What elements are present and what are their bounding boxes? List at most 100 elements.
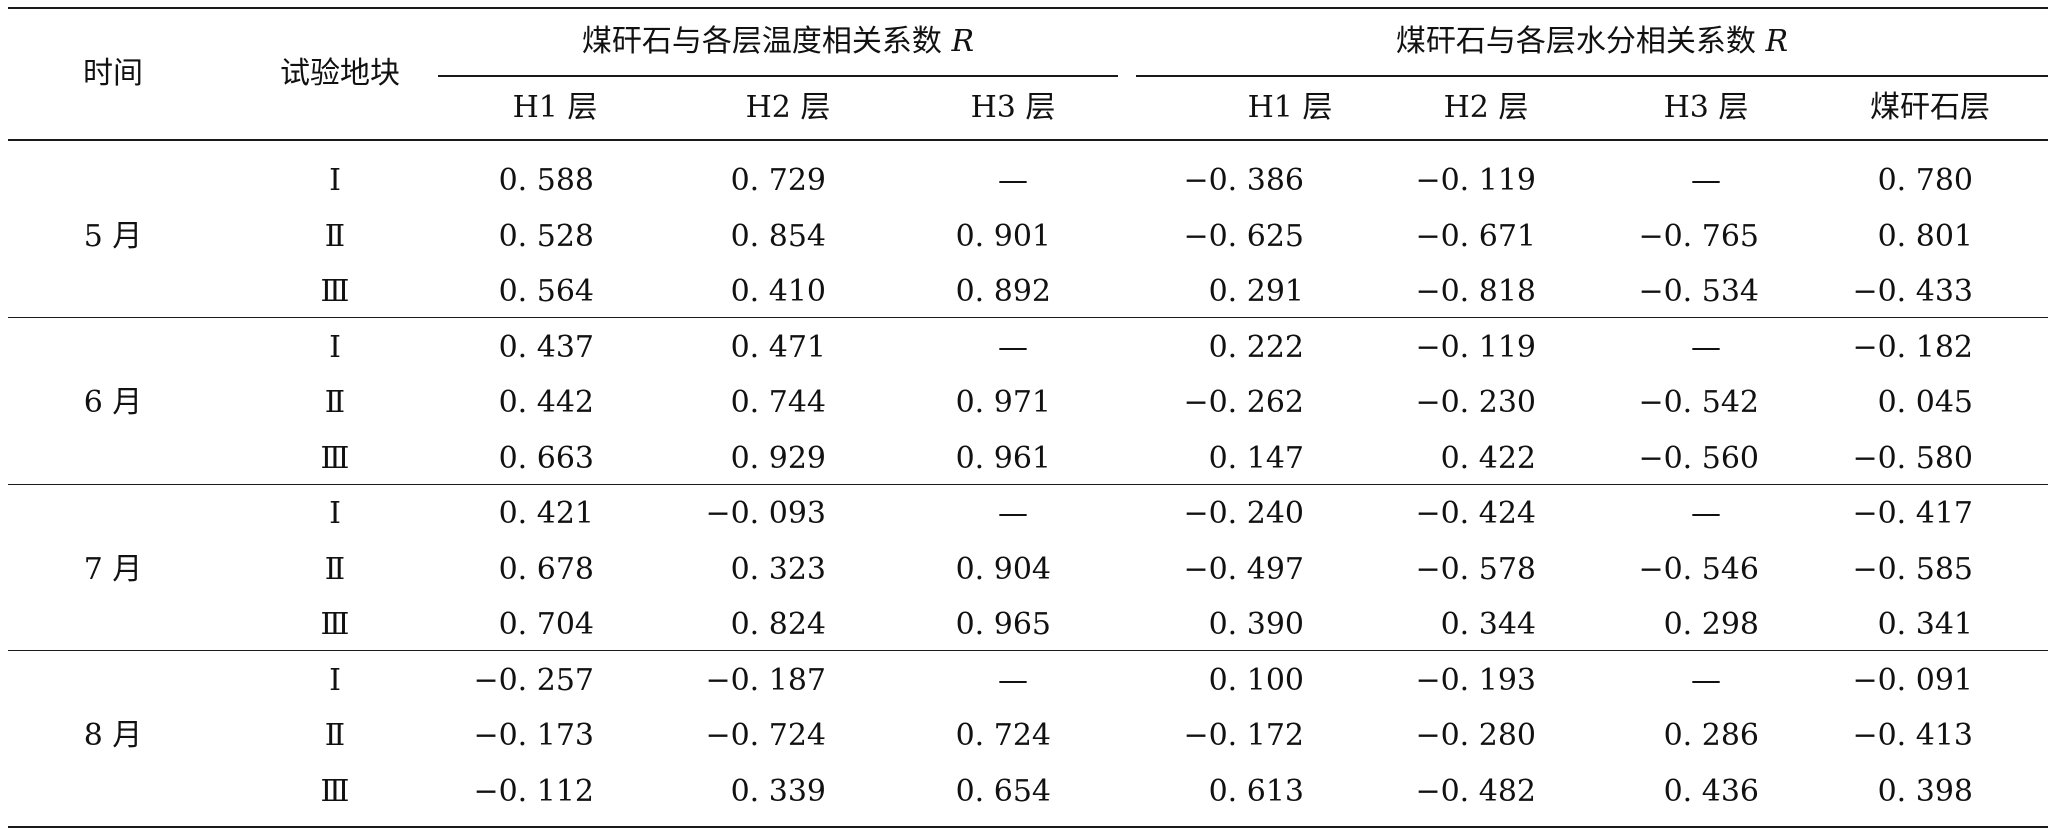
correlation-value: 0. 286	[1663, 718, 1759, 753]
column-header: H1 层	[512, 90, 598, 125]
correlation-value: 0. 929	[730, 440, 826, 476]
empty-value: —	[998, 496, 1028, 531]
correlation-value: −0. 187	[705, 662, 826, 698]
correlation-value: −0. 497	[1183, 551, 1304, 587]
plot-label: Ⅰ	[329, 496, 341, 531]
correlation-value: 0. 780	[1877, 163, 1973, 198]
correlation-value: 0. 678	[498, 551, 594, 587]
month-label: 7 月	[83, 551, 143, 587]
correlation-value: 0. 663	[498, 440, 594, 476]
header-temp-group-text: 煤矸石与各层温度相关系数	[581, 24, 942, 59]
correlation-value: 0. 824	[730, 607, 826, 642]
group-divider	[8, 484, 2048, 485]
correlation-value: 0. 613	[1208, 773, 1304, 809]
correlation-value: −0. 386	[1183, 163, 1304, 198]
correlation-value: 0. 436	[1663, 773, 1759, 809]
correlation-value: 0. 744	[730, 385, 826, 420]
correlation-value: −0. 262	[1183, 385, 1304, 420]
correlation-value: 0. 222	[1208, 329, 1304, 365]
column-header: H1 层	[1247, 90, 1333, 125]
correlation-value: 0. 704	[498, 607, 594, 642]
correlation-value: 0. 291	[1208, 274, 1304, 309]
correlation-value: −0. 534	[1638, 274, 1759, 309]
correlation-value: 0. 892	[955, 274, 1051, 309]
correlation-value: 0. 147	[1208, 440, 1304, 476]
correlation-value: 0. 971	[955, 385, 1051, 420]
correlation-value: 0. 421	[498, 496, 594, 531]
correlation-value: 0. 410	[730, 274, 826, 309]
correlation-value: 0. 901	[955, 218, 1051, 254]
correlation-value: −0. 542	[1638, 385, 1759, 420]
plot-label: Ⅲ	[320, 274, 350, 309]
correlation-value: −0. 417	[1852, 496, 1973, 531]
column-header: H3 层	[970, 90, 1056, 125]
empty-value: —	[1691, 163, 1721, 198]
r-symbol: R	[951, 24, 975, 59]
correlation-value: 0. 471	[730, 329, 826, 365]
correlation-value: −0. 765	[1638, 218, 1759, 254]
correlation-value: −0. 280	[1415, 718, 1536, 753]
correlation-value: 0. 588	[498, 163, 594, 198]
correlation-value: −0. 173	[473, 718, 594, 753]
correlation-value: 0. 437	[498, 329, 594, 365]
header-water-group-text: 煤矸石与各层水分相关系数	[1395, 24, 1756, 59]
month-label: 5 月	[83, 218, 143, 254]
plot-label: Ⅰ	[329, 329, 341, 365]
correlation-value: 0. 398	[1877, 773, 1973, 809]
group-divider	[8, 650, 2048, 651]
correlation-value: −0. 578	[1415, 551, 1536, 587]
correlation-value: 0. 344	[1440, 607, 1536, 642]
header-plot: 试验地块	[280, 56, 400, 91]
empty-value: —	[998, 662, 1028, 698]
correlation-value: −0. 172	[1183, 718, 1304, 753]
column-header: H2 层	[1443, 90, 1529, 125]
correlation-value: −0. 560	[1638, 440, 1759, 476]
correlation-value: −0. 230	[1415, 385, 1536, 420]
empty-value: —	[1691, 496, 1721, 531]
month-label: 8 月	[83, 718, 143, 753]
correlation-value: −0. 093	[705, 496, 826, 531]
correlation-value: 0. 961	[955, 440, 1051, 476]
correlation-value: 0. 442	[498, 385, 594, 420]
correlation-value: 0. 422	[1440, 440, 1536, 476]
correlation-value: −0. 240	[1183, 496, 1304, 531]
correlation-value: 0. 564	[498, 274, 594, 309]
correlation-value: 0. 854	[730, 218, 826, 254]
correlation-value: 0. 390	[1208, 607, 1304, 642]
correlation-value: 0. 298	[1663, 607, 1759, 642]
correlation-value: −0. 112	[473, 773, 594, 809]
empty-value: —	[998, 163, 1028, 198]
correlation-value: −0. 671	[1415, 218, 1536, 254]
bottom-rule	[8, 826, 2048, 828]
correlation-value: 0. 724	[955, 718, 1051, 753]
correlation-value: −0. 119	[1415, 329, 1536, 365]
temp-group-rule	[438, 75, 1118, 77]
correlation-value: −0. 257	[473, 662, 594, 698]
column-header: 煤矸石层	[1870, 90, 1990, 125]
plot-label: Ⅱ	[324, 385, 346, 420]
correlation-value: −0. 413	[1852, 718, 1973, 753]
water-group-rule	[1136, 75, 2048, 77]
plot-label: Ⅱ	[324, 218, 346, 254]
plot-label: Ⅲ	[320, 773, 350, 809]
correlation-value: 0. 339	[730, 773, 826, 809]
correlation-value: 0. 654	[955, 773, 1051, 809]
column-header: H3 层	[1663, 90, 1749, 125]
correlation-value: −0. 193	[1415, 662, 1536, 698]
correlation-value: 0. 045	[1877, 385, 1973, 420]
plot-label: Ⅰ	[329, 662, 341, 698]
column-header: H2 层	[745, 90, 831, 125]
correlation-value: −0. 424	[1415, 496, 1536, 531]
top-rule	[8, 7, 2048, 9]
plot-label: Ⅱ	[324, 718, 346, 753]
correlation-value: −0. 182	[1852, 329, 1973, 365]
correlation-value: −0. 119	[1415, 163, 1536, 198]
plot-label: Ⅲ	[320, 440, 350, 476]
correlation-value: 0. 341	[1877, 607, 1973, 642]
correlation-value: 0. 729	[730, 163, 826, 198]
correlation-value: −0. 546	[1638, 551, 1759, 587]
month-label: 6 月	[83, 385, 143, 420]
plot-label: Ⅰ	[329, 163, 341, 198]
correlation-value: −0. 724	[705, 718, 826, 753]
empty-value: —	[998, 329, 1028, 365]
